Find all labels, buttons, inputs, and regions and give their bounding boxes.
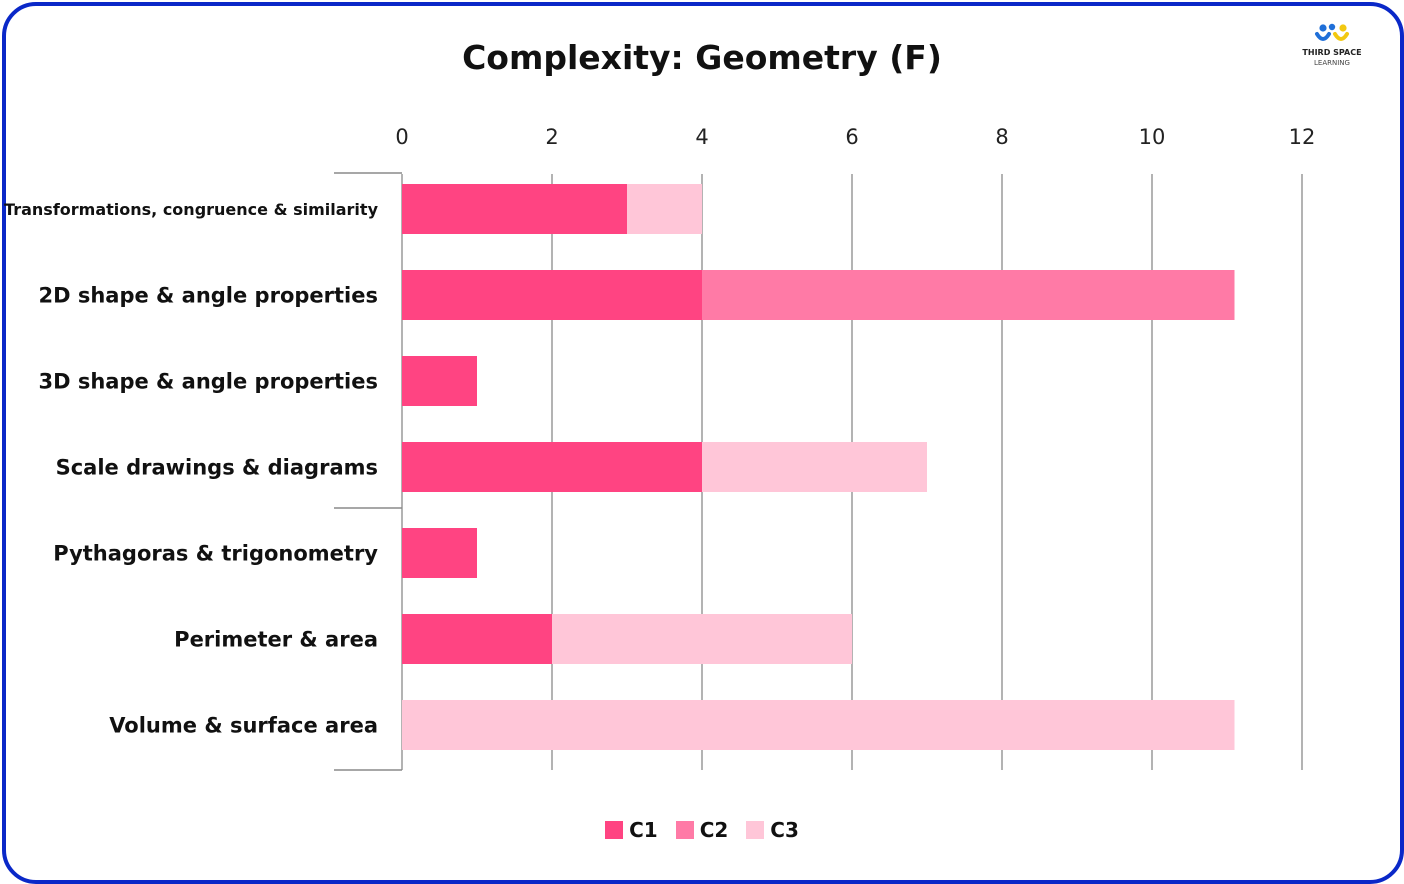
category-label: 2D shape & angle properties	[38, 284, 378, 308]
chart-title: Complexity: Geometry (F)	[462, 38, 942, 77]
bar-c2	[702, 270, 1235, 320]
legend-item-c1: C1	[605, 818, 658, 842]
x-tick-label: 4	[695, 125, 708, 149]
chart-legend: C1 C2 C3	[0, 818, 1404, 842]
x-tick-label: 2	[545, 125, 558, 149]
legend-swatch-c1	[605, 821, 624, 839]
bar-c3	[627, 184, 702, 234]
bar-c1	[402, 270, 702, 320]
bar-c1	[402, 442, 702, 492]
logo-wordmark: THIRD SPACE LEARNING	[1290, 48, 1374, 68]
category-label: Pythagoras & trigonometry	[53, 542, 378, 566]
x-tick-label: 6	[845, 125, 858, 149]
category-label: Perimeter & area	[174, 628, 378, 652]
legend-swatch-c2	[675, 821, 694, 839]
category-label: Transformations, congruence & similarity	[4, 200, 379, 219]
bar-c1	[402, 614, 552, 664]
legend-label-c1: C1	[629, 818, 658, 842]
x-tick-label: 8	[995, 125, 1008, 149]
bar-c3	[702, 442, 927, 492]
third-space-learning-logo-icon	[1315, 23, 1349, 41]
bar-c3	[402, 700, 1235, 750]
bar-c1	[402, 528, 477, 578]
legend-item-c2: C2	[675, 818, 729, 842]
x-tick-label: 0	[395, 125, 408, 149]
bar-c3	[552, 614, 852, 664]
bar-c1	[402, 184, 627, 234]
category-label: Volume & surface area	[109, 714, 378, 738]
legend-label-c3: C3	[770, 818, 799, 842]
category-label: 3D shape & angle properties	[38, 370, 378, 394]
legend-label-c2: C2	[699, 818, 729, 842]
logo-line-2: LEARNING	[1314, 59, 1350, 67]
legend-item-c3: C3	[746, 818, 799, 842]
category-label: Scale drawings & diagrams	[56, 456, 378, 480]
bar-c1	[402, 356, 477, 406]
x-tick-label: 10	[1139, 125, 1166, 149]
logo-line-1: THIRD SPACE	[1302, 48, 1362, 57]
legend-swatch-c3	[746, 821, 765, 839]
x-tick-label: 12	[1289, 125, 1316, 149]
